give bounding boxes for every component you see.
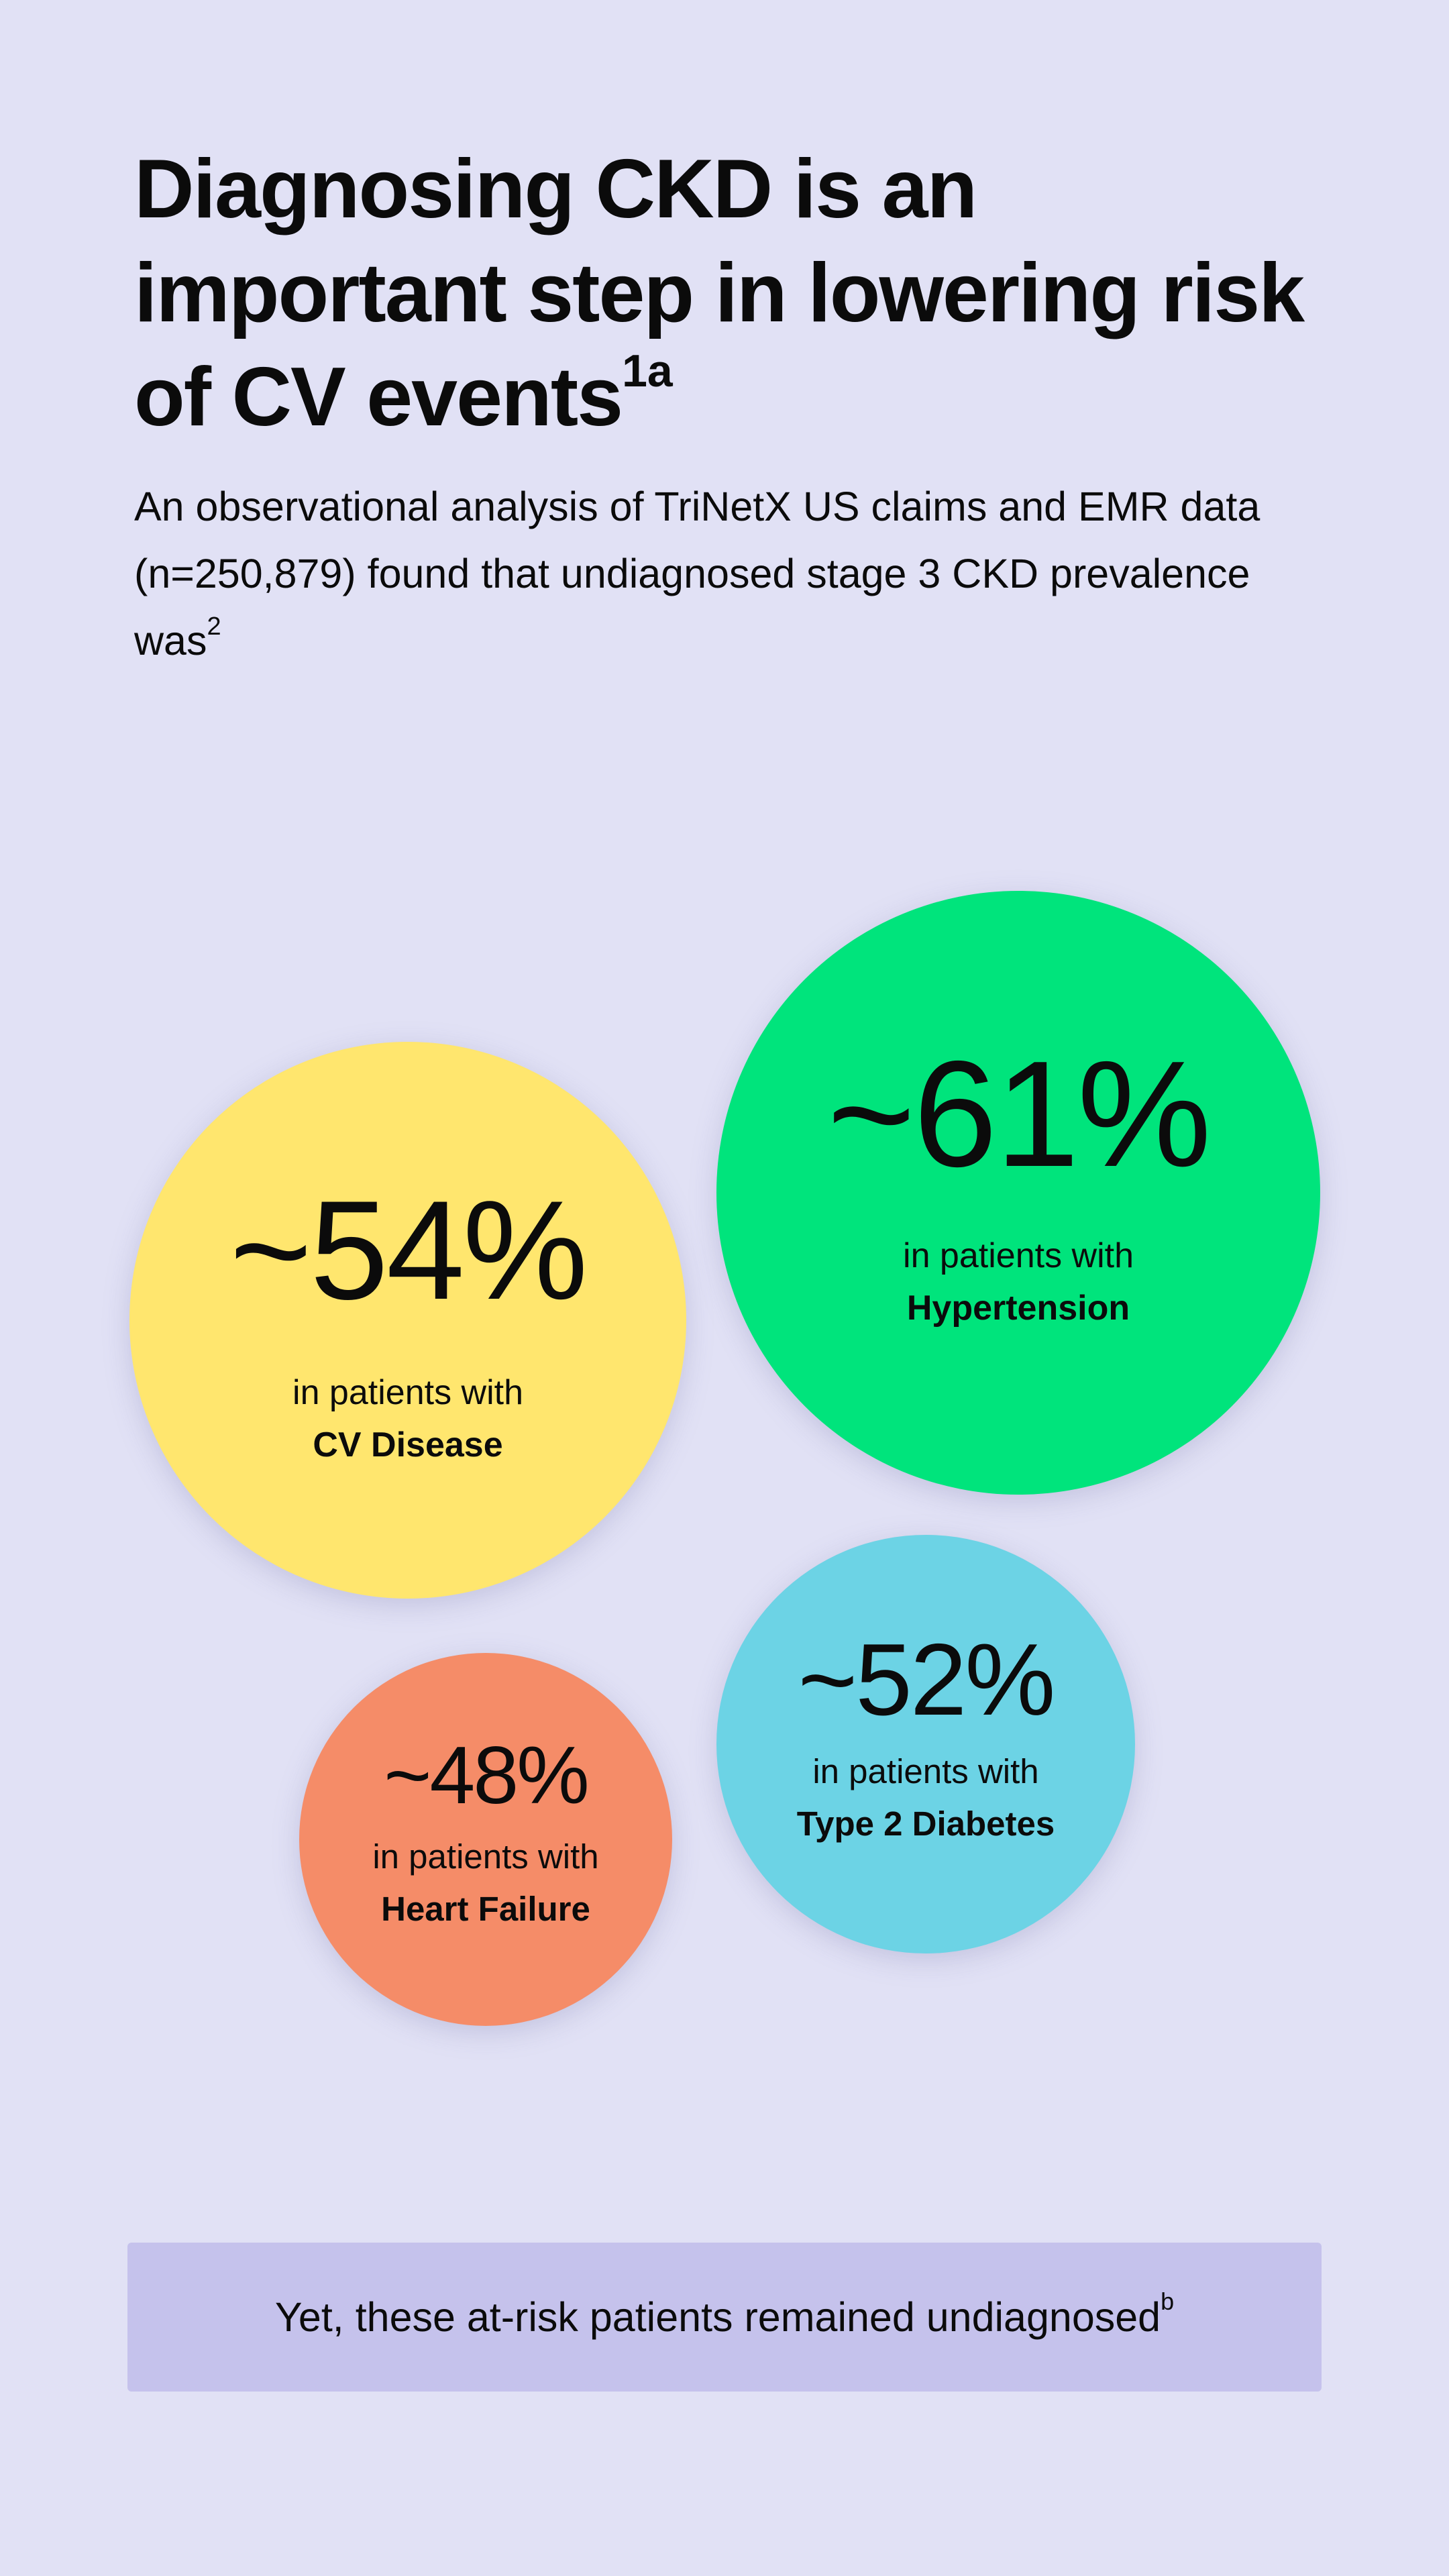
- callout-footnote: b: [1161, 2288, 1175, 2315]
- stat-value: ~48%: [384, 1729, 589, 1821]
- callout-text: Yet, these at-risk patients remained und…: [274, 2290, 1174, 2341]
- page-title-text: Diagnosing CKD is an important step in l…: [134, 143, 1305, 443]
- stat-prefix: in patients with: [903, 1236, 1134, 1275]
- stat-condition: Type 2 Diabetes: [796, 1804, 1055, 1843]
- stat-prefix: in patients with: [812, 1752, 1039, 1790]
- page-subtitle-text: An observational analysis of TriNetX US …: [134, 484, 1260, 663]
- page-title: Diagnosing CKD is an important step in l…: [134, 138, 1342, 449]
- callout-box: Yet, these at-risk patients remained und…: [127, 2243, 1322, 2392]
- stat-bubble-hypertension: ~61% in patients with Hypertension: [716, 891, 1320, 1495]
- stat-bubble-type-2-diabetes: ~52% in patients with Type 2 Diabetes: [716, 1535, 1135, 1953]
- stat-value: ~61%: [827, 1028, 1212, 1198]
- page-title-footnote: 1a: [622, 345, 673, 396]
- stat-bubble-cv-disease: ~54% in patients with CV Disease: [129, 1042, 686, 1599]
- page-subtitle-footnote: 2: [207, 612, 221, 641]
- page-subtitle: An observational analysis of TriNetX US …: [134, 473, 1342, 674]
- stat-bubble-heart-failure: ~48% in patients with Heart Failure: [299, 1653, 672, 2026]
- stat-condition: Hypertension: [906, 1288, 1130, 1328]
- stat-condition: CV Disease: [313, 1425, 503, 1464]
- stat-prefix: in patients with: [372, 1837, 599, 1876]
- callout-text-main: Yet, these at-risk patients remained und…: [274, 2294, 1161, 2340]
- stat-value: ~52%: [798, 1622, 1056, 1737]
- stat-condition: Heart Failure: [381, 1889, 590, 1928]
- stat-value: ~54%: [229, 1171, 588, 1329]
- stat-prefix: in patients with: [292, 1373, 523, 1412]
